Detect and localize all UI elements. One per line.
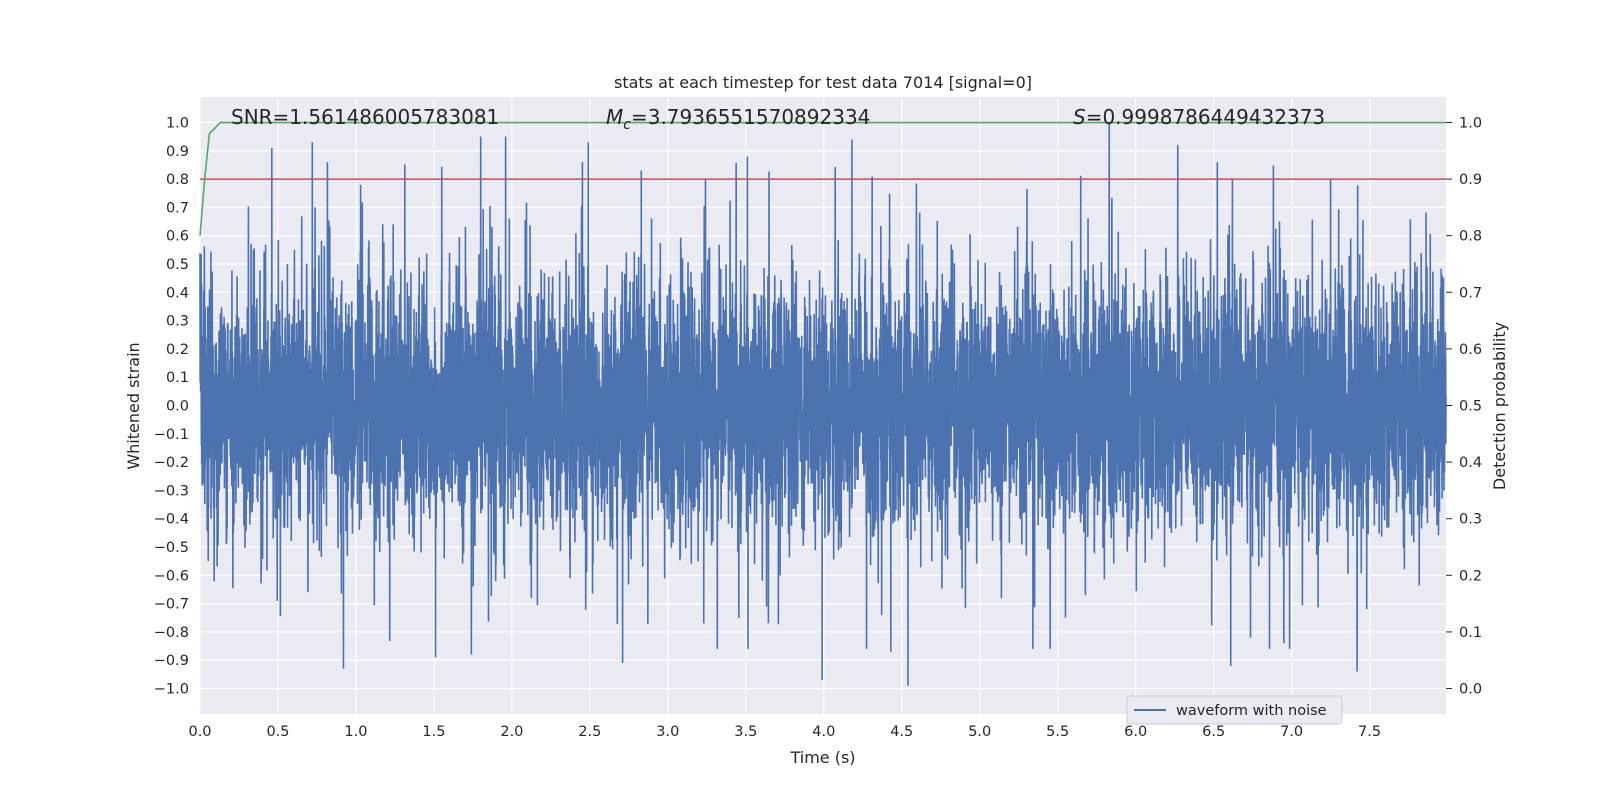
legend: waveform with noise [1126,695,1343,725]
x-tick-label: 5.0 [968,724,991,740]
x-tick-label: 2.5 [578,724,601,740]
y-right-tick-label: 0.5 [1459,399,1482,415]
x-tick-label: 4.0 [812,724,835,740]
legend-label-waveform: waveform with noise [1176,703,1327,719]
y-right-tick-label: 0.8 [1459,229,1482,245]
y-left-tick-label: −0.4 [154,512,189,528]
y-left-tick-label: 0.2 [166,342,189,358]
y-axis-left-label: Whitened strain [124,342,143,469]
x-tick-label: 4.5 [890,724,913,740]
y-left-tick-label: 0.4 [166,285,189,301]
chirp-mass-annotation: Mc=3.7936551570892334 [606,105,870,133]
y-left-tick-label: 0.0 [166,399,189,415]
s-annotation: S=0.9998786449432373 [1073,105,1325,129]
x-tick-label: 6.5 [1202,724,1225,740]
y-right-tick-label: 0.3 [1459,512,1482,528]
y-left-tick-label: −1.0 [154,682,189,698]
y-right-tick-label: 0.4 [1459,455,1482,471]
y-left-tick-label: −0.7 [154,597,189,613]
y-left-tick-label: −0.9 [154,653,189,669]
x-tick-label: 3.5 [734,724,757,740]
x-tick-label: 1.5 [422,724,445,740]
y-right-tick-label: 0.6 [1459,342,1482,358]
y-right-tick-label: 0.9 [1459,172,1482,188]
x-tick-label: 7.5 [1358,724,1381,740]
y-right-tick-label: 1.0 [1459,115,1482,131]
y-left-tick-label: 0.1 [166,370,189,386]
y-right-tick-label: 0.2 [1459,568,1482,584]
x-tick-label: 2.0 [500,724,523,740]
chirp-mass-subscript: c [623,117,631,133]
y-right-tick-label: 0.1 [1459,625,1482,641]
x-tick-label: 6.0 [1124,724,1147,740]
y-left-tick-label: 0.9 [166,144,189,160]
y-left-tick-label: 0.7 [166,200,189,216]
x-axis-ticks: 0.0 0.5 1.0 1.5 2.0 2.5 3.0 3.5 4.0 4.5 5.0 5.5 6.0 6… [188,724,1381,740]
y-left-tick-label: 1.0 [166,115,189,131]
y-left-tick-label: 0.6 [166,229,189,245]
snr-annotation: SNR=1.561486005783081 [231,105,499,129]
y-left-tick-label: −0.3 [154,483,189,499]
y-axis-right-label: Detection probability [1490,322,1509,490]
legend-box [1126,695,1343,725]
chirp-mass-value: =3.7936551570892334 [631,105,870,129]
y-left-tick-label: −0.2 [154,455,189,471]
y-left-tick-label: −0.5 [154,540,189,556]
chart-title: stats at each timestep for test data 701… [614,73,1032,92]
y-left-tick-label: 0.3 [166,314,189,330]
y-left-tick-label: −0.8 [154,625,189,641]
y-axis-right-ticks: 1.0 0.9 0.8 0.7 0.6 0.5 0.4 0.3 0.2 0.1 0.0 [1446,115,1482,698]
y-left-tick-label: 0.8 [166,172,189,188]
detection-probability-line [199,121,1446,236]
y-left-tick-label: 0.5 [166,257,189,273]
y-axis-left-ticks: 1.0 0.9 0.8 0.7 0.6 0.5 0.4 0.3 0.2 0.1 0.0 −0.1 −0.… [154,115,189,697]
x-axis-label: Time (s) [789,748,855,767]
s-value: =0.9998786449432373 [1086,105,1325,129]
x-tick-label: 1.0 [344,724,367,740]
y-right-tick-label: 0.0 [1459,682,1482,698]
y-right-tick-label: 0.7 [1459,285,1482,301]
y-left-tick-label: −0.6 [154,568,189,584]
waveform-with-noise-line [199,122,1447,686]
s-symbol: S [1073,105,1086,129]
x-tick-label: 3.0 [656,724,679,740]
x-tick-label: 7.0 [1280,724,1303,740]
x-tick-label: 0.0 [188,724,211,740]
y-left-tick-label: −0.1 [154,427,189,443]
x-tick-label: 5.5 [1046,724,1069,740]
chirp-mass-symbol: M [606,105,623,129]
x-tick-label: 0.5 [266,724,289,740]
